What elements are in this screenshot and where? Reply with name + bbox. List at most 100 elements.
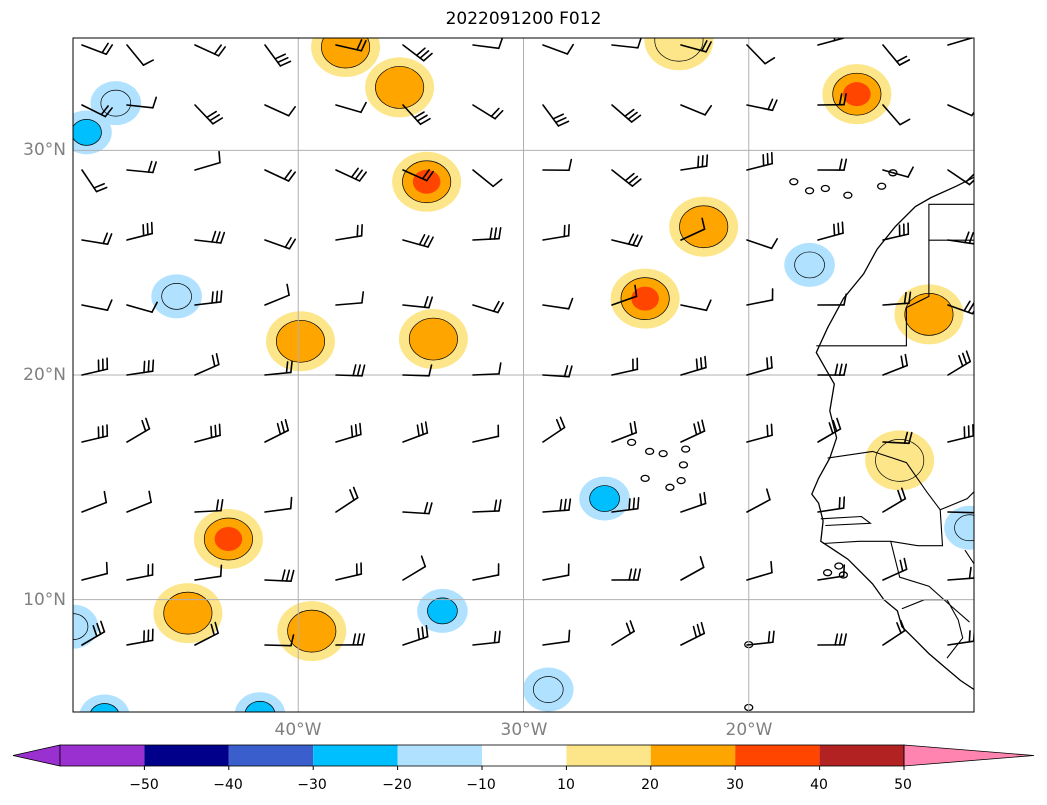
africa-coastline: [811, 176, 974, 691]
barb-feather: [907, 166, 914, 178]
barb-staff: [126, 501, 152, 513]
barb-feather: [356, 364, 361, 377]
wind-barb: [194, 564, 223, 581]
colorbar-segment: [60, 745, 145, 766]
wind-barb: [472, 104, 504, 120]
country-border: [901, 599, 964, 659]
barb-staff: [126, 44, 145, 66]
barb-staff: [611, 44, 639, 49]
barb-feather: [215, 499, 220, 512]
barb-feather: [566, 43, 575, 55]
barb-feather: [421, 169, 430, 180]
shaded-blob: [234, 692, 286, 712]
wind-barb: [81, 357, 109, 376]
barb-feather: [420, 555, 427, 568]
island: [665, 483, 675, 491]
barb-feather: [358, 171, 367, 182]
wind-barb: [402, 421, 429, 443]
barb-feather: [628, 175, 639, 185]
island: [876, 182, 887, 190]
barb-feather: [898, 59, 911, 66]
barb-staff: [402, 565, 427, 581]
barb-feather: [828, 422, 834, 435]
barb-feather: [211, 230, 217, 243]
wind-barb: [264, 360, 293, 376]
contour-line: [679, 205, 729, 249]
barb-staff: [746, 239, 773, 250]
barb-feather: [421, 626, 425, 639]
wind-barb: [81, 561, 108, 581]
wind-barb: [882, 487, 907, 513]
contour-line: [161, 283, 192, 310]
wind-barb: [542, 629, 571, 646]
barb-feather: [968, 232, 974, 244]
contour-band: [412, 169, 441, 194]
barb-staff: [472, 435, 500, 443]
wind-barb: [680, 621, 706, 646]
wind-barb: [542, 365, 573, 378]
barb-feather: [498, 227, 502, 240]
barb-feather: [766, 357, 769, 370]
barb-staff: [264, 104, 290, 117]
barb-staff: [472, 373, 500, 376]
barb-feather: [492, 300, 500, 313]
wind-barb: [402, 364, 433, 377]
barb-staff: [746, 498, 771, 513]
barb-feather: [93, 182, 106, 189]
contour-line: [589, 485, 620, 512]
barb-feather: [352, 364, 357, 377]
wind-barb: [947, 169, 974, 186]
wind-barb: [335, 562, 363, 581]
wind-barb: [947, 38, 974, 46]
barb-feather: [360, 101, 367, 114]
wind-barb: [882, 557, 908, 581]
colorbar-extend-high: [903, 744, 1035, 767]
barb-feather: [557, 120, 570, 127]
wind-barb: [472, 300, 504, 314]
barb-staff: [611, 295, 638, 306]
contour-line: [244, 700, 276, 712]
barb-feather: [492, 178, 503, 188]
barb-feather: [961, 352, 968, 365]
wind-barb: [817, 417, 842, 443]
barb-staff: [746, 299, 774, 306]
barb-feather: [766, 424, 769, 438]
barb-staff: [335, 302, 363, 306]
wind-barb: [746, 630, 775, 646]
barb-staff: [472, 169, 495, 188]
wind-barb: [194, 44, 226, 57]
barb-feather: [287, 106, 296, 117]
colorbar-segment: [735, 745, 820, 766]
colorbar-segment: [144, 745, 229, 766]
wind-barb: [746, 288, 774, 306]
lon-label-40w: 40°W: [275, 720, 322, 740]
wind-barb: [335, 38, 367, 52]
barb-feather: [692, 625, 698, 639]
barb-feather: [904, 353, 908, 367]
barb-feather: [106, 233, 113, 245]
barb-feather: [841, 221, 844, 234]
barb-staff: [947, 38, 974, 46]
contour-line: [90, 703, 119, 712]
barb-feather: [958, 354, 964, 367]
barb-feather: [422, 52, 433, 62]
barb-feather: [215, 290, 219, 304]
barb-feather: [903, 291, 907, 305]
barb-feather: [489, 227, 493, 240]
wind-barb: [472, 499, 502, 513]
colorbar-segment: [228, 745, 314, 766]
barb-feather: [637, 568, 642, 581]
contour-band: [784, 242, 835, 287]
shaded-blob: [522, 667, 574, 712]
barb-feather: [290, 634, 295, 647]
barb-feather: [701, 40, 708, 52]
colorbar-segment: [313, 745, 398, 766]
wind-barb: [611, 284, 638, 306]
barb-feather: [420, 422, 425, 436]
barb-feather: [770, 356, 773, 369]
barb-staff: [680, 104, 706, 116]
wind-barb: [611, 568, 642, 581]
barb-feather: [356, 633, 361, 646]
barb-feather: [838, 633, 843, 646]
